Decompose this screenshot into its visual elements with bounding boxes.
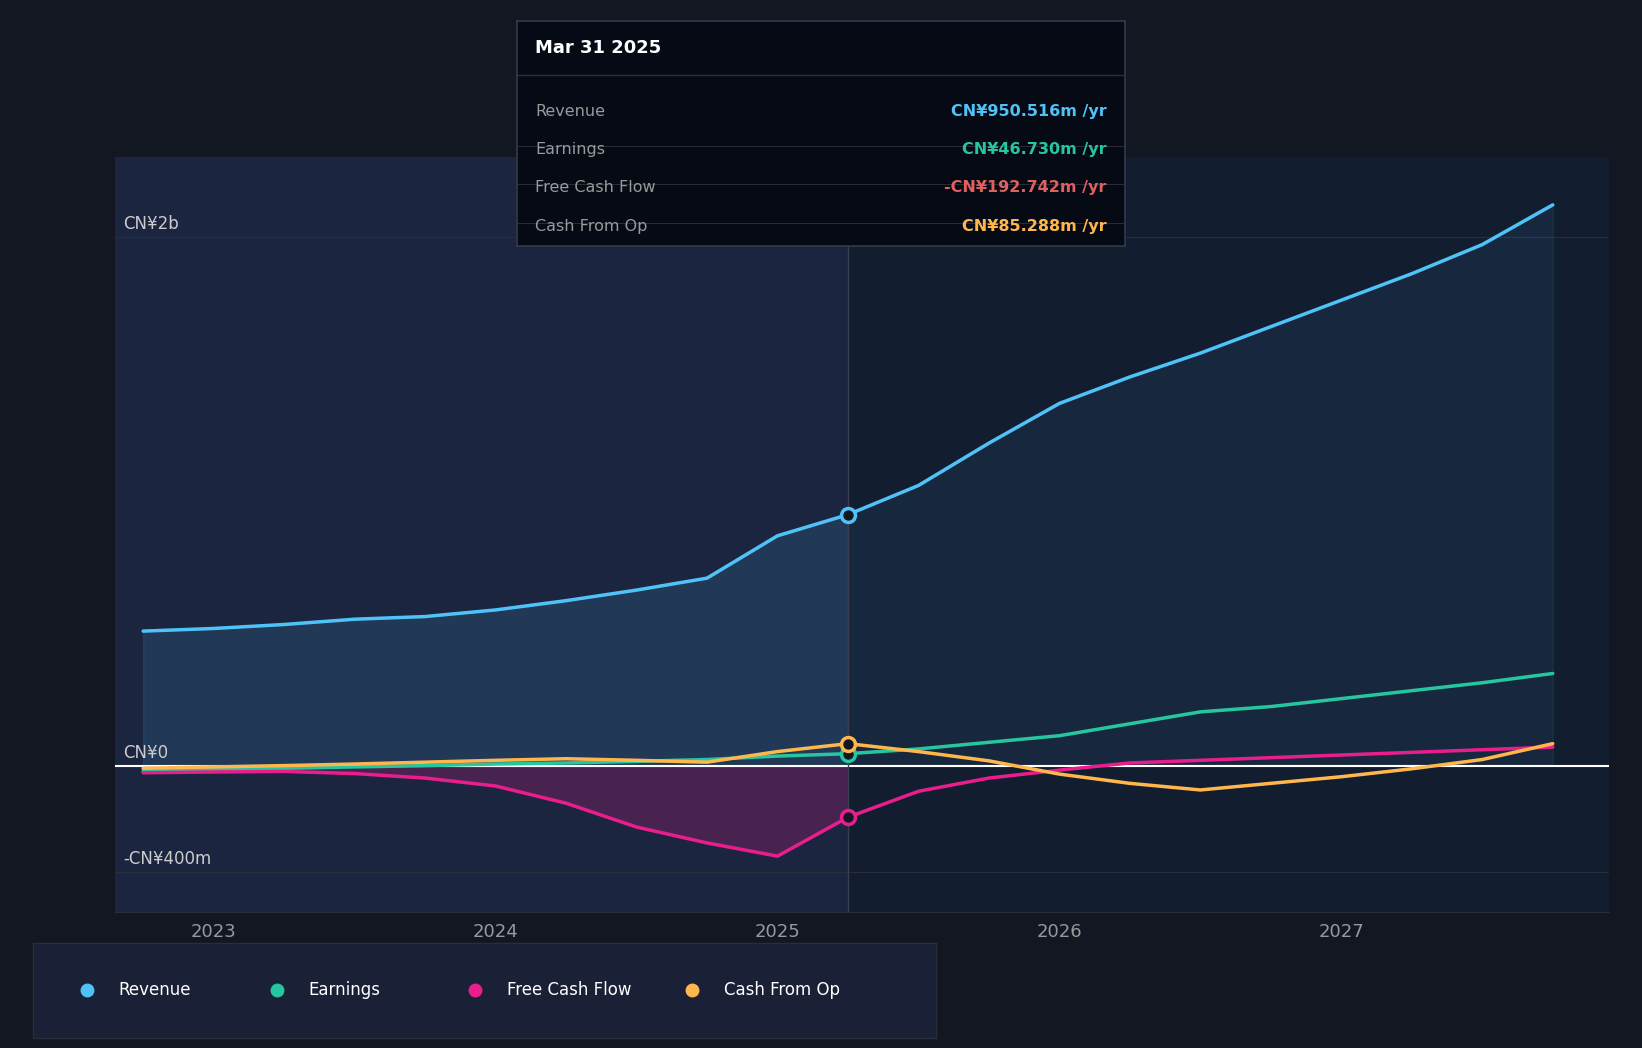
Text: Revenue: Revenue xyxy=(535,104,606,118)
Text: Earnings: Earnings xyxy=(309,981,381,1000)
Text: Free Cash Flow: Free Cash Flow xyxy=(507,981,632,1000)
Bar xyxy=(115,157,847,912)
Text: Revenue: Revenue xyxy=(118,981,190,1000)
Text: -CN¥400m: -CN¥400m xyxy=(123,850,212,868)
Text: Free Cash Flow: Free Cash Flow xyxy=(535,180,657,195)
Text: Cash From Op: Cash From Op xyxy=(724,981,839,1000)
Text: Earnings: Earnings xyxy=(535,141,606,157)
Text: CN¥2b: CN¥2b xyxy=(123,215,179,233)
Text: Past: Past xyxy=(800,197,834,216)
Bar xyxy=(847,157,1609,912)
Text: Cash From Op: Cash From Op xyxy=(535,218,649,234)
Text: CN¥950.516m /yr: CN¥950.516m /yr xyxy=(951,104,1107,118)
Text: Mar 31 2025: Mar 31 2025 xyxy=(535,39,662,57)
Text: CN¥46.730m /yr: CN¥46.730m /yr xyxy=(962,141,1107,157)
Text: CN¥0: CN¥0 xyxy=(123,744,169,762)
Text: Analysts Forecasts: Analysts Forecasts xyxy=(862,197,1016,216)
Text: -CN¥192.742m /yr: -CN¥192.742m /yr xyxy=(944,180,1107,195)
Text: CN¥85.288m /yr: CN¥85.288m /yr xyxy=(962,218,1107,234)
